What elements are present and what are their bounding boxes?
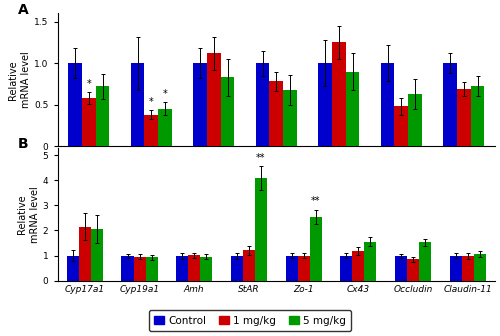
Bar: [474, 254, 486, 281]
Bar: [298, 255, 310, 281]
Text: **: **: [311, 196, 320, 206]
Y-axis label: Relative
mRNA level: Relative mRNA level: [8, 51, 32, 108]
Bar: [82, 98, 96, 146]
Bar: [67, 255, 79, 281]
Bar: [470, 86, 484, 146]
Bar: [364, 242, 376, 281]
Bar: [346, 72, 360, 146]
Text: *: *: [86, 79, 91, 89]
Text: B: B: [18, 137, 29, 151]
Bar: [408, 94, 422, 146]
Bar: [193, 63, 207, 146]
Bar: [130, 63, 144, 146]
Bar: [134, 257, 145, 281]
Bar: [407, 259, 419, 281]
Bar: [200, 257, 212, 281]
Bar: [256, 63, 270, 146]
Text: A: A: [18, 3, 29, 17]
Bar: [318, 63, 332, 146]
Bar: [462, 255, 473, 281]
Bar: [419, 243, 431, 281]
Bar: [380, 63, 394, 146]
Bar: [243, 250, 255, 281]
Bar: [283, 90, 297, 146]
Bar: [286, 255, 298, 281]
Bar: [188, 255, 200, 281]
Bar: [231, 255, 243, 281]
Bar: [96, 86, 110, 146]
Bar: [176, 255, 188, 281]
Bar: [340, 255, 352, 281]
Bar: [68, 63, 82, 146]
Text: *: *: [149, 97, 154, 107]
Bar: [207, 53, 220, 146]
Bar: [146, 257, 158, 281]
Bar: [395, 255, 407, 281]
Bar: [310, 217, 322, 281]
Legend: Control, 1 mg/kg, 5 mg/kg: Control, 1 mg/kg, 5 mg/kg: [148, 310, 352, 331]
Text: *: *: [162, 89, 168, 99]
Bar: [270, 81, 283, 146]
Bar: [220, 77, 234, 146]
Y-axis label: Relative
mRNA level: Relative mRNA level: [16, 186, 40, 243]
Bar: [443, 63, 457, 146]
Bar: [255, 178, 267, 281]
Bar: [394, 107, 408, 146]
Bar: [352, 251, 364, 281]
Bar: [122, 255, 134, 281]
Bar: [79, 227, 91, 281]
Text: **: **: [256, 153, 266, 163]
Bar: [332, 42, 345, 146]
Bar: [144, 115, 158, 146]
Bar: [457, 89, 470, 146]
Bar: [450, 255, 462, 281]
Bar: [91, 229, 103, 281]
Bar: [158, 109, 172, 146]
